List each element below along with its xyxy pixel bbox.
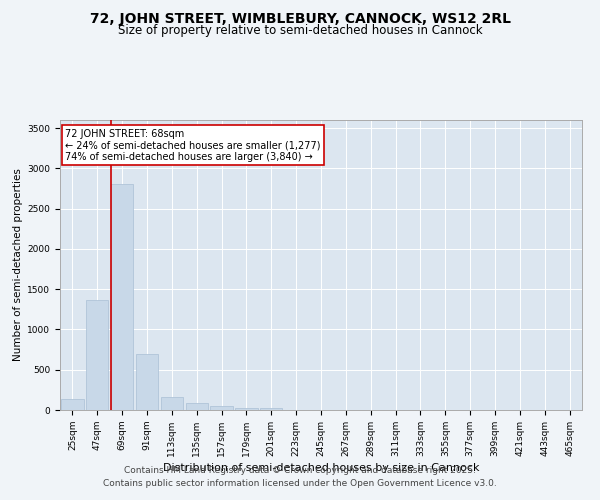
Y-axis label: Number of semi-detached properties: Number of semi-detached properties (13, 168, 23, 362)
Bar (161, 397, 183, 410)
X-axis label: Distribution of semi-detached houses by size in Cannock: Distribution of semi-detached houses by … (163, 463, 479, 473)
Bar (235, 408, 257, 410)
Text: Size of property relative to semi-detached houses in Cannock: Size of property relative to semi-detach… (118, 24, 482, 37)
Bar (185, 403, 208, 410)
Bar (211, 406, 233, 410)
Text: Contains HM Land Registry data © Crown copyright and database right 2025.
Contai: Contains HM Land Registry data © Crown c… (103, 466, 497, 487)
Text: 72, JOHN STREET, WIMBLEBURY, CANNOCK, WS12 2RL: 72, JOHN STREET, WIMBLEBURY, CANNOCK, WS… (89, 12, 511, 26)
Text: 72 JOHN STREET: 68sqm
← 24% of semi-detached houses are smaller (1,277)
74% of s: 72 JOHN STREET: 68sqm ← 24% of semi-deta… (65, 128, 321, 162)
Bar (260, 408, 283, 410)
Bar (86, 300, 109, 410)
Bar (111, 184, 133, 410)
Bar (136, 354, 158, 410)
Bar (61, 398, 83, 410)
